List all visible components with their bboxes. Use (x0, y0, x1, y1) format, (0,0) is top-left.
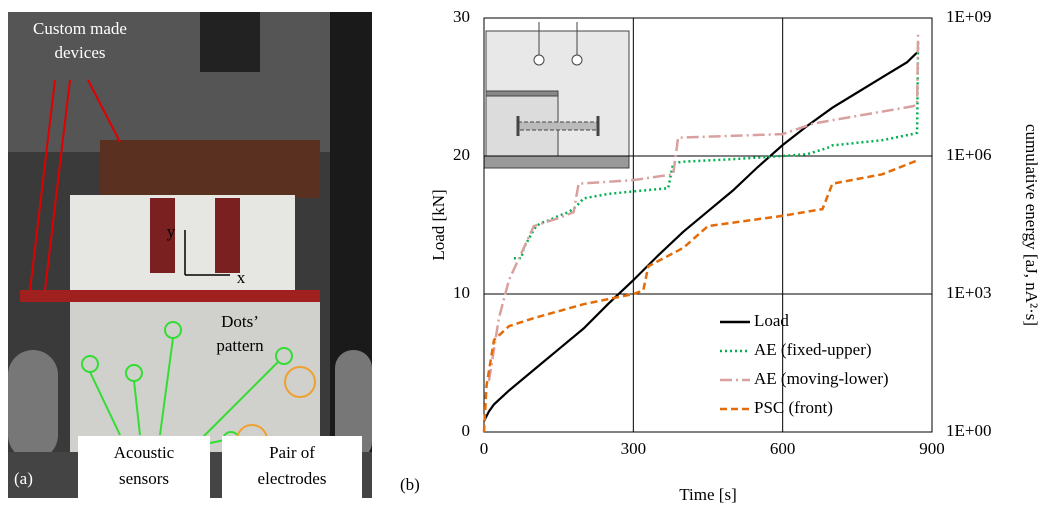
y2-tick-label: 1E+03 (946, 283, 991, 302)
support (8, 350, 58, 460)
panel-label: (b) (400, 475, 420, 494)
specimen-lower (70, 302, 320, 452)
x-tick-label: 0 (480, 439, 489, 458)
grip (200, 12, 260, 72)
clamp (215, 198, 240, 273)
photo-label: Pair of (269, 443, 315, 462)
axes-arrows (184, 230, 230, 276)
legend-label: Load (754, 311, 789, 330)
photo-label: sensors (119, 469, 169, 488)
y2-tick-label: 1E+00 (946, 421, 991, 440)
y-axis-label: Load [kN] (429, 189, 448, 260)
photo-label: Acoustic (114, 443, 175, 462)
device-top (100, 140, 320, 198)
legend-label: AE (fixed-upper) (754, 340, 872, 359)
label-box (222, 436, 362, 498)
label-box (78, 436, 210, 498)
series-line (487, 31, 920, 381)
legend-label: AE (moving-lower) (754, 369, 889, 388)
y-tick-label: 20 (453, 145, 470, 164)
inset-diagram (483, 22, 630, 169)
legend-label: PSC (front) (754, 398, 833, 417)
y-tick-label: 0 (462, 421, 471, 440)
clamp (150, 198, 175, 273)
series-line (513, 42, 920, 260)
specimen-upper (70, 195, 295, 290)
pointer-lines (29, 79, 121, 291)
photo-label: Dots’ (221, 312, 259, 331)
axis-letter: x (237, 268, 246, 287)
photo-label: electrodes (258, 469, 327, 488)
x-tick-label: 600 (770, 439, 796, 458)
photo-label: pattern (216, 336, 264, 355)
y-tick-label: 10 (453, 283, 470, 302)
photo: Custom made devices Dots’ pattern Acoust… (8, 12, 372, 498)
photo-upper (8, 12, 372, 152)
plot-frame (483, 17, 933, 433)
axis-letter: y (167, 222, 176, 241)
y-tick-label: 30 (453, 7, 470, 26)
series-line (482, 159, 918, 433)
y2-tick-label: 1E+09 (946, 7, 991, 26)
x-tick-label: 300 (621, 439, 647, 458)
photo-label: devices (55, 43, 106, 62)
x-tick-label: 900 (919, 439, 945, 458)
series-line (483, 51, 918, 422)
support (335, 350, 372, 460)
panel-label: (a) (14, 469, 33, 488)
plate (20, 290, 320, 302)
photo-label: Custom made (33, 19, 127, 38)
y2-tick-label: 1E+06 (946, 145, 991, 164)
y2-axis-label: cumulative energy [aJ, nA²·s] (1022, 124, 1041, 326)
x-axis-label: Time [s] (679, 485, 736, 504)
